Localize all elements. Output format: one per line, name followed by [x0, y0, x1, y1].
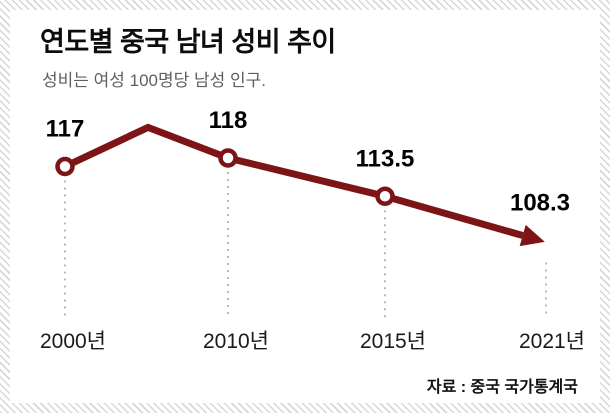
- x-axis-label: 2010년: [203, 330, 269, 353]
- data-point: [218, 148, 238, 168]
- value-label: 113.5: [356, 145, 415, 172]
- x-axis-label: 2000년: [40, 330, 106, 353]
- x-axis-label: 2021년: [519, 330, 585, 353]
- data-point: [375, 186, 395, 206]
- chart-title: 연도별 중국 남녀 성비 추이: [40, 27, 336, 57]
- value-label: 108.3: [510, 189, 570, 216]
- trend-arrow-icon: [519, 224, 545, 247]
- data-point: [55, 156, 75, 177]
- chart-subtitle: 성비는 여성 100명당 남성 인구.: [42, 71, 267, 90]
- chart-panel: [10, 10, 600, 403]
- source-label: 자료 : 중국 국가통계국: [426, 379, 578, 396]
- x-axis-label: 2015년: [360, 330, 426, 353]
- value-label: 117: [46, 116, 85, 143]
- trend-line: [63, 123, 524, 239]
- value-label: 118: [209, 107, 248, 134]
